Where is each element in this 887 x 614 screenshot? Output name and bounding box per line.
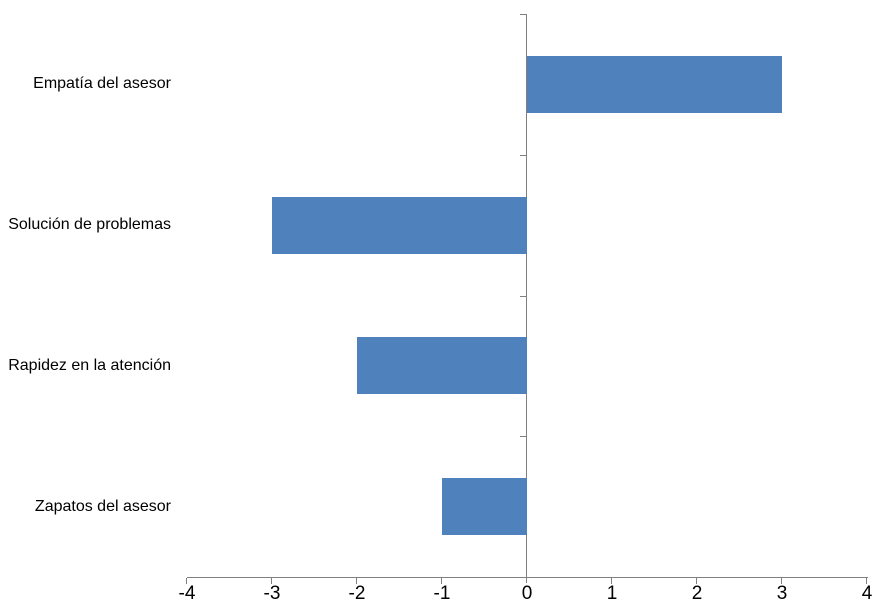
x-axis-tick-label: 0 — [521, 583, 533, 604]
x-axis-tick-label: 3 — [776, 583, 788, 604]
x-axis-tick-label: -1 — [433, 583, 451, 604]
bar-1 — [527, 56, 782, 113]
x-axis-tick-mark — [866, 578, 867, 584]
category-axis-tick-mark — [520, 14, 526, 15]
category-axis-tick-mark — [520, 296, 526, 297]
bar-2 — [272, 197, 527, 254]
x-axis-tick-mark — [781, 578, 782, 584]
category-axis-tick-mark — [520, 155, 526, 156]
x-axis-tick-mark — [271, 578, 272, 584]
x-axis-line — [187, 577, 868, 578]
x-axis-tick-label: -4 — [178, 583, 196, 604]
x-axis-tick-mark — [186, 578, 187, 584]
category-label: Empatía del asesor — [33, 75, 171, 93]
x-axis-tick-mark — [611, 578, 612, 584]
category-axis-tick-mark — [520, 436, 526, 437]
x-axis-tick-label: -2 — [348, 583, 366, 604]
x-axis-tick-label: 2 — [691, 583, 703, 604]
x-axis-tick-label: 1 — [606, 583, 618, 604]
x-axis-tick-label: -3 — [263, 583, 281, 604]
bar-4 — [442, 478, 527, 535]
x-axis-tick-mark — [356, 578, 357, 584]
bar-3 — [357, 337, 527, 394]
category-axis-zero-line — [526, 14, 527, 583]
x-axis-tick-mark — [696, 578, 697, 584]
category-label: Rapidez en la atención — [8, 356, 171, 374]
x-axis-tick-mark — [441, 578, 442, 584]
x-axis-tick-label: 4 — [861, 583, 873, 604]
category-label: Zapatos del asesor — [34, 497, 171, 515]
category-label: Solución de problemas — [8, 216, 171, 234]
